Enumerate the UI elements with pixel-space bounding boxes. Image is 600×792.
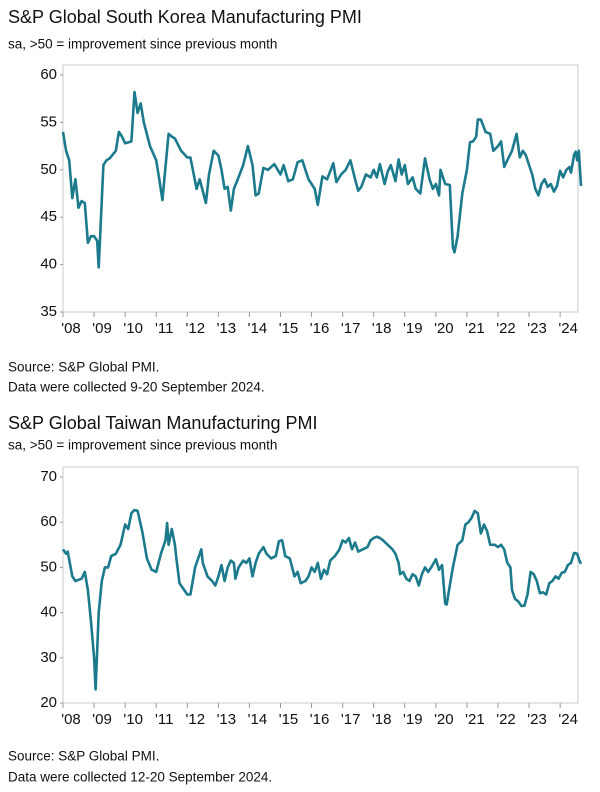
data-line xyxy=(61,90,583,269)
x-tick-label: '22 xyxy=(496,320,516,337)
x-tick-label: '18 xyxy=(372,320,392,337)
x-tick-label: '17 xyxy=(341,711,361,728)
x-tick-label: '24 xyxy=(558,711,578,728)
plot-frame xyxy=(62,466,579,704)
y-tick-label: 40 xyxy=(40,256,57,273)
x-tick-label: '24 xyxy=(558,320,578,337)
x-tick-label: '16 xyxy=(310,711,330,728)
data-line xyxy=(61,508,583,691)
x-tick-label: '12 xyxy=(186,320,206,337)
x-tick-label: '14 xyxy=(248,320,268,337)
x-tick-label: '21 xyxy=(465,711,485,728)
plot-frame xyxy=(62,64,579,313)
y-tick-label: 30 xyxy=(40,649,57,666)
y-tick-label: 60 xyxy=(40,513,57,530)
x-tick-label: '11 xyxy=(155,711,173,728)
x-tick-label: '20 xyxy=(434,320,454,337)
x-tick-label: '19 xyxy=(403,320,423,337)
source: Source: S&P Global PMI. xyxy=(8,360,159,375)
x-tick-label: '12 xyxy=(186,711,206,728)
x-tick-label: '13 xyxy=(217,711,237,728)
y-tick-label: 35 xyxy=(40,303,57,320)
x-tick-label: '20 xyxy=(434,711,454,728)
x-tick-label: '21 xyxy=(465,320,485,337)
x-tick-label: '14 xyxy=(248,711,268,728)
x-tick-label: '22 xyxy=(496,711,516,728)
y-tick-label: 50 xyxy=(40,558,57,575)
x-tick-label: '15 xyxy=(279,711,299,728)
x-tick-label: '13 xyxy=(217,320,237,337)
x-tick-label: '15 xyxy=(279,320,299,337)
x-tick-label: '23 xyxy=(527,320,547,337)
x-tick-label: '17 xyxy=(341,320,361,337)
x-tick-label: '23 xyxy=(527,711,547,728)
x-tick-label: '19 xyxy=(403,711,423,728)
x-tick-label: '16 xyxy=(310,320,330,337)
y-tick-label: 55 xyxy=(40,113,57,130)
x-tick-label: '10 xyxy=(123,320,143,337)
chart-title: S&P Global South Korea Manufacturing PMI xyxy=(8,7,362,27)
y-tick-label: 50 xyxy=(40,161,57,178)
note: Data were collected 9-20 September 2024. xyxy=(8,380,265,395)
chart-subtitle: sa, >50 = improvement since previous mon… xyxy=(8,37,277,52)
x-tick-label: '09 xyxy=(92,711,112,728)
x-tick-label: '08 xyxy=(61,711,81,728)
y-tick-label: 45 xyxy=(40,208,57,225)
source: Source: S&P Global PMI. xyxy=(8,749,159,764)
y-tick-label: 70 xyxy=(40,468,57,485)
y-tick-label: 60 xyxy=(40,66,57,83)
x-tick-label: '10 xyxy=(123,711,143,728)
x-tick-label: '11 xyxy=(155,320,173,337)
note: Data were collected 12-20 September 2024… xyxy=(8,770,272,785)
x-tick-label: '08 xyxy=(61,320,81,337)
chart-subtitle: sa, >50 = improvement since previous mon… xyxy=(8,438,277,453)
x-tick-label: '18 xyxy=(372,711,392,728)
y-tick-label: 40 xyxy=(40,604,57,621)
y-tick-label: 20 xyxy=(40,694,57,711)
x-tick-label: '09 xyxy=(92,320,112,337)
chart-title: S&P Global Taiwan Manufacturing PMI xyxy=(8,413,318,433)
